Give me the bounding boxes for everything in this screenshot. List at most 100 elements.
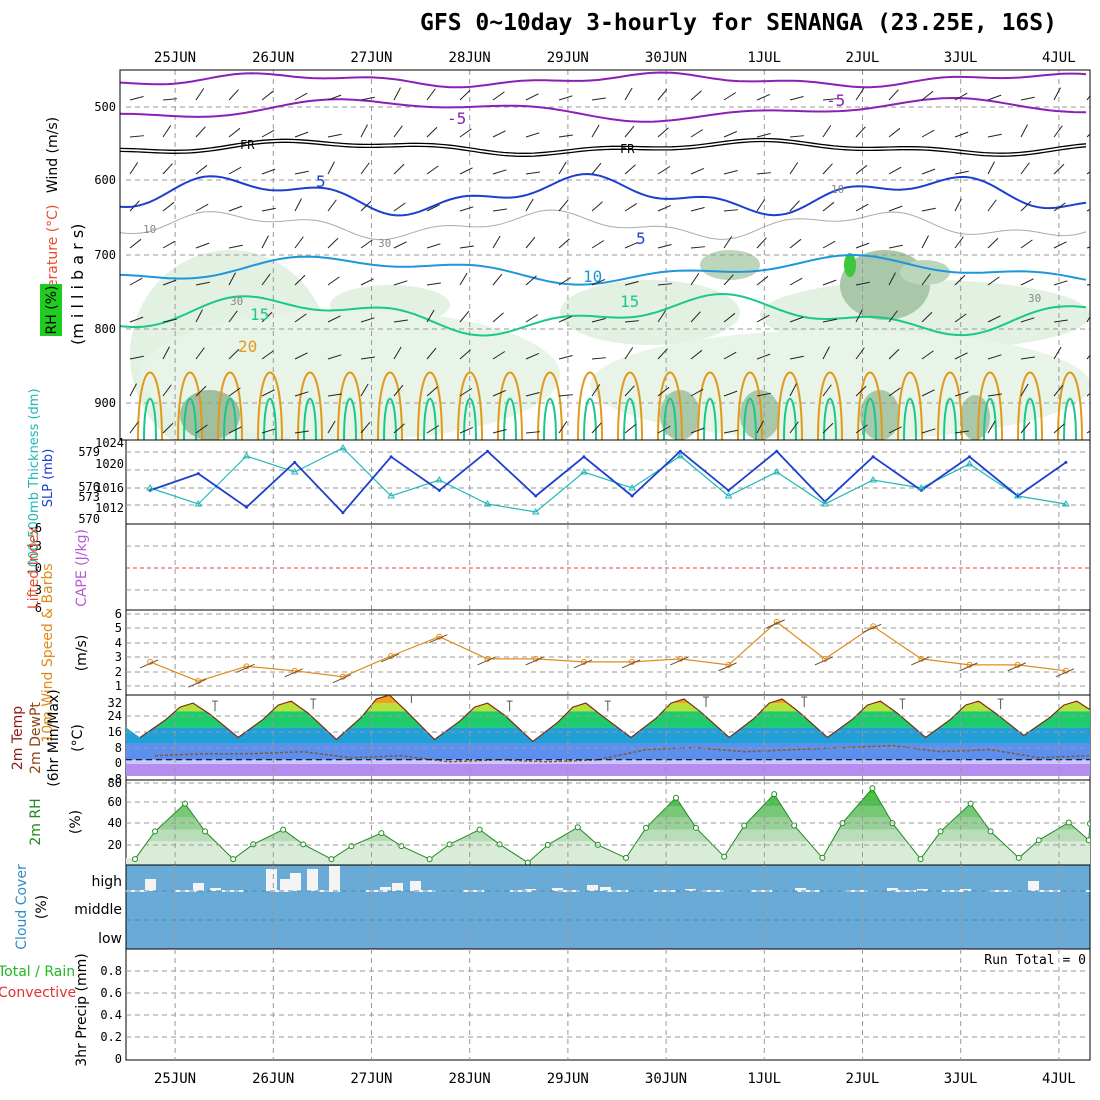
wind-barb: [624, 164, 636, 175]
slp-point: [293, 460, 297, 464]
thickness-point: [580, 468, 588, 475]
date-label-top: 28JUN: [449, 50, 491, 66]
wind-barb: [954, 430, 969, 434]
axis-tick-label: 0: [35, 561, 42, 575]
contour-line: [1023, 397, 1037, 440]
contour-line: [697, 371, 723, 440]
cloud-bar: [1028, 881, 1039, 891]
wind-barb: [855, 164, 868, 175]
wind-barb: [228, 89, 239, 101]
date-label-top: 25JUN: [154, 50, 196, 66]
wind-barb: [954, 391, 969, 397]
temp-series-line: [139, 695, 1090, 743]
wind-barb: [723, 390, 738, 397]
wind-barb: [855, 88, 865, 101]
wind-barb: [987, 94, 1002, 101]
wind-barb: [822, 384, 832, 397]
wind-barb: [492, 273, 503, 286]
wind-barb: [723, 92, 737, 101]
wind-barb: [756, 314, 770, 323]
wind-barb: [1020, 278, 1034, 286]
cloud-bar: [600, 887, 611, 891]
wind-barb: [756, 93, 771, 101]
rh-point: [1035, 837, 1042, 844]
wind-barb: [822, 98, 837, 101]
axis-tick-label: 8: [115, 741, 122, 755]
wind-barb: [294, 170, 309, 175]
contour-label-fr-b: FR: [620, 142, 635, 156]
slp-point: [630, 494, 634, 498]
wind-barb: [393, 346, 402, 360]
rh-point: [496, 841, 503, 848]
wind-barb: [624, 385, 635, 397]
axis-tick-label: -8: [108, 772, 122, 786]
wind-barb: [621, 659, 641, 669]
wind-barb: [129, 96, 144, 101]
wind-barb: [1053, 163, 1065, 175]
wind-barb: [959, 662, 978, 672]
wind-barb: [822, 422, 834, 434]
contour-line: [863, 397, 877, 440]
thickness-point: [869, 476, 877, 483]
contour-line: [583, 397, 597, 440]
contour-label-5-a: 5: [316, 172, 326, 191]
wind-barb: [294, 313, 307, 323]
contour-line: [120, 96, 1087, 123]
wind-barb: [525, 236, 536, 249]
wind-barb: [129, 383, 137, 397]
wind-barb: [393, 280, 408, 286]
wind-barb: [129, 200, 140, 212]
wind-barb: [162, 163, 173, 175]
rh-shading: [860, 390, 900, 440]
wind-barb: [195, 126, 206, 138]
date-label-bottom: 30JUN: [645, 1071, 687, 1087]
rh-color-band: [126, 841, 1090, 865]
rh-label-10: 10: [143, 223, 156, 236]
wind-barb: [129, 421, 139, 434]
wind-barb: [162, 240, 176, 249]
wind-barb: [459, 426, 474, 434]
wind-barb: [294, 274, 306, 286]
slp-point: [1016, 494, 1020, 498]
slp-point: [196, 472, 200, 476]
contour-label-minus5-b: -5: [826, 91, 845, 110]
wind-barb: [789, 200, 800, 212]
wind-barb: [525, 431, 540, 434]
wind-barb: [1086, 392, 1090, 397]
wind-barb: [1053, 241, 1067, 249]
wind-barb: [657, 425, 671, 434]
wind-barb: [657, 310, 667, 323]
contour-line: [143, 397, 157, 440]
rh-point: [693, 824, 699, 831]
axis-tick-label: 0.2: [100, 1030, 122, 1044]
wind-speed-line: [149, 621, 1066, 682]
wind-barb: [718, 662, 737, 672]
axis-tick-label: 0.8: [100, 964, 122, 978]
wind10-label: 10m Wind Speed & Barbs: [40, 563, 56, 742]
wind-barb: [261, 235, 269, 249]
wind-barb: [855, 309, 863, 323]
date-label-top: 1JUL: [747, 50, 781, 66]
slp-point: [582, 455, 586, 459]
wind-barb: [1020, 162, 1030, 175]
wind-barb: [195, 347, 205, 360]
date-label-top: 27JUN: [350, 50, 392, 66]
wind-barb: [426, 347, 437, 360]
wind-barb: [294, 352, 308, 360]
wind-barb: [261, 90, 274, 101]
wind-barb: [360, 278, 374, 286]
contour-line: [857, 371, 883, 440]
rh-point: [152, 828, 158, 835]
cloud-level-high: high: [91, 874, 122, 890]
wind-barb: [591, 278, 606, 286]
wind-barb: [525, 352, 540, 360]
wind-barb: [360, 200, 372, 212]
thickness-point: [1013, 492, 1022, 499]
wind-barb: [723, 312, 736, 323]
wind-barb: [624, 241, 639, 249]
wind-barb: [129, 238, 142, 249]
wind-barb: [591, 124, 600, 138]
wind-barb: [723, 130, 738, 138]
date-label-bottom: 27JUN: [350, 1071, 392, 1087]
